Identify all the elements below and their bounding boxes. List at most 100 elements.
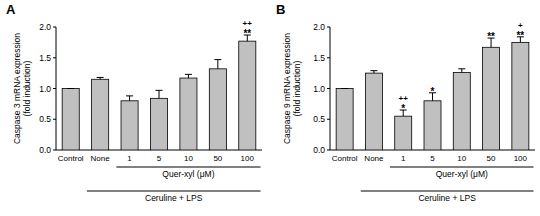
error-bar-cap — [156, 90, 163, 91]
significance-marker: * — [401, 103, 405, 114]
x-tick-label: 50 — [213, 154, 222, 163]
panel: A Caspase 3 mRNA expression(fold inductio… — [6, 2, 262, 203]
bar — [180, 78, 197, 150]
y-tick-label: 1.5 — [313, 53, 325, 63]
x-tick-label: 1 — [401, 154, 406, 163]
y-tick — [327, 57, 330, 58]
group-label: Ceruline + LPS — [145, 193, 203, 203]
error-bar-cap — [341, 88, 348, 89]
group-bracket — [116, 167, 260, 168]
bar — [336, 89, 353, 151]
x-tick-label: 100 — [514, 154, 528, 163]
marks — [62, 35, 256, 150]
error-bar — [370, 71, 377, 73]
x-tick-label: 1 — [127, 154, 132, 163]
error-bar — [126, 96, 133, 101]
y-tick — [53, 119, 56, 120]
bar — [62, 89, 79, 151]
y-axis-label-line: Caspase 9 mRNA expression — [282, 33, 292, 144]
figure: ACaspase 3 mRNA expression(fold inductio… — [0, 0, 540, 216]
panel-label: B — [276, 2, 285, 17]
error-bar-cap — [97, 77, 104, 78]
x-tick-label: 5 — [157, 154, 162, 163]
x-tick-label: Control — [332, 154, 358, 163]
bar — [512, 42, 529, 150]
marks — [336, 37, 529, 150]
y-tick-label: 0.5 — [313, 114, 325, 124]
group-bracket — [361, 191, 534, 192]
error-bar — [156, 90, 163, 98]
error-bar-cap — [214, 59, 221, 60]
y-tick — [53, 150, 56, 151]
y-tick — [327, 27, 330, 28]
y-tick — [53, 27, 56, 28]
y-tick-label: 0.0 — [313, 145, 325, 155]
y-tick — [53, 88, 56, 89]
error-bar — [458, 69, 465, 73]
x-tick-label: 10 — [184, 154, 193, 163]
y-tick-label: 1.5 — [39, 53, 51, 63]
y-tick-label: 1.0 — [39, 84, 51, 94]
y-tick-label: 1.0 — [313, 84, 325, 94]
panel: B Caspase 9 mRNA expression(fold inductio… — [276, 2, 535, 203]
x-tick-label: 50 — [487, 154, 496, 163]
error-bar-stem — [129, 96, 130, 101]
y-axis-label: Caspase 9 mRNA expression(fold induction… — [282, 33, 302, 144]
error-bar-cap — [67, 88, 74, 89]
significance-marker: + — [518, 21, 523, 30]
x-tick-label: 100 — [241, 154, 255, 163]
group-label: Quer-xyl (μM) — [436, 169, 488, 179]
y-tick — [327, 88, 330, 89]
error-bar-cap — [126, 95, 133, 96]
significance-marker: ** — [516, 30, 524, 41]
x-tick-label: Control — [58, 154, 84, 163]
group-bracket — [87, 191, 261, 192]
error-bar — [341, 88, 348, 89]
y-tick-label: 2.0 — [39, 22, 51, 32]
group-bracket — [390, 167, 534, 168]
y-tick — [327, 150, 330, 151]
x-tick-label: 5 — [430, 154, 435, 163]
error-bar-stem — [159, 90, 160, 98]
bar — [150, 98, 167, 150]
bar — [209, 69, 226, 150]
bar — [121, 101, 138, 150]
significance-marker: * — [431, 86, 435, 97]
group-label: Ceruline + LPS — [418, 193, 476, 203]
bar — [395, 116, 412, 150]
error-bar-cap — [370, 70, 377, 71]
y-tick-label: 0.0 — [39, 145, 51, 155]
error-bar-cap — [185, 74, 192, 75]
x-tick-label: 10 — [457, 154, 466, 163]
error-bar-stem — [461, 69, 462, 73]
error-bar-stem — [188, 74, 189, 78]
error-bar — [97, 77, 104, 79]
bar — [365, 73, 382, 150]
panel-label: A — [6, 2, 16, 17]
y-axis-label: Caspase 3 mRNA expression(fold induction… — [12, 33, 32, 144]
bar — [92, 79, 109, 150]
bar — [453, 73, 470, 150]
significance-marker: ** — [487, 31, 495, 42]
y-axis-label-line: (fold induction) — [292, 60, 302, 116]
x-tick-label: None — [91, 154, 111, 163]
error-bar-cap — [458, 68, 465, 69]
group-label: Quer-xyl (μM) — [162, 169, 214, 179]
y-axis-label-line: Caspase 3 mRNA expression — [12, 33, 22, 144]
error-bar-stem — [217, 60, 218, 69]
error-bar — [185, 74, 192, 78]
bar — [424, 101, 441, 150]
significance-marker: ++ — [399, 94, 409, 103]
y-axis-label-line: (fold induction) — [22, 60, 32, 116]
significance-marker: ** — [243, 28, 251, 39]
error-bar — [214, 60, 221, 69]
y-tick — [327, 119, 330, 120]
error-bar — [67, 88, 74, 89]
y-tick-label: 0.5 — [39, 114, 51, 124]
bar — [483, 47, 500, 150]
bar — [239, 41, 256, 150]
y-tick-label: 2.0 — [313, 22, 325, 32]
significance-marker: ++ — [243, 19, 253, 28]
y-tick — [53, 57, 56, 58]
x-tick-label: None — [364, 154, 384, 163]
